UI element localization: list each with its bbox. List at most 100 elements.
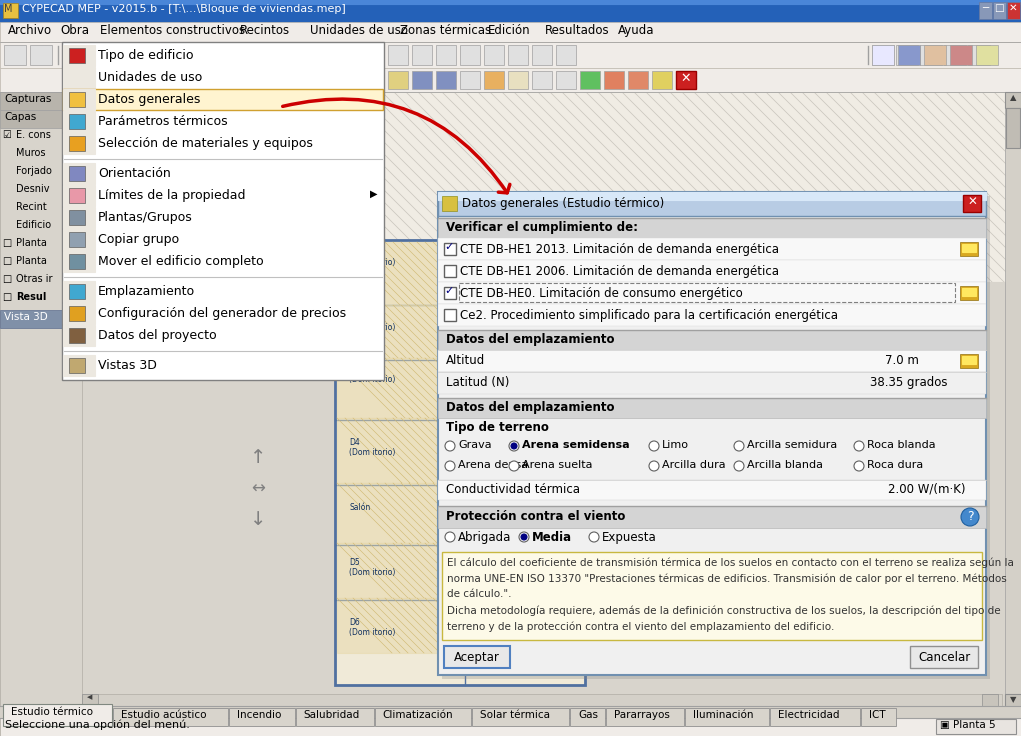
Bar (924, 45, 946, 65)
Text: Orientación: Orientación (98, 167, 171, 180)
Bar (63, 325, 95, 346)
Text: Grava: Grava (458, 440, 492, 450)
Bar (63, 185, 95, 206)
Bar (438, 506, 986, 528)
Circle shape (519, 532, 529, 542)
Bar (69, 328, 85, 343)
Text: Solar térmica: Solar térmica (481, 710, 550, 720)
Bar (861, 708, 895, 726)
Text: Plantas/Grupos: Plantas/Grupos (98, 211, 193, 224)
Bar (982, 694, 998, 706)
Text: Edición: Edición (488, 24, 531, 37)
Text: ICT: ICT (869, 710, 886, 720)
Text: ?: ? (967, 510, 973, 523)
Bar (364, 45, 384, 65)
Text: Muros: Muros (16, 148, 46, 158)
Text: Arcilla dura: Arcilla dura (662, 460, 726, 470)
Text: ↔: ↔ (251, 480, 264, 498)
Text: ✕: ✕ (1009, 3, 1017, 13)
Text: Selección de materiales y equipos: Selección de materiales y equipos (98, 137, 312, 150)
Bar (872, 45, 894, 65)
Bar (82, 282, 1005, 710)
Bar (82, 694, 98, 706)
Text: Expuesta: Expuesta (602, 531, 657, 544)
Text: Roca blanda: Roca blanda (867, 440, 935, 450)
Text: CYPECAD MEP - v2015.b - [T:\...\Bloque de viviendas.mep]: CYPECAD MEP - v2015.b - [T:\...\Bloque d… (22, 4, 346, 14)
Text: ▲: ▲ (1010, 93, 1016, 102)
Text: □: □ (2, 238, 11, 248)
Bar (652, 71, 672, 89)
Bar (4, 45, 26, 65)
Text: Arcilla semidura: Arcilla semidura (747, 440, 837, 450)
Bar (438, 350, 986, 372)
Text: Incendio: Incendio (237, 710, 282, 720)
Bar (444, 265, 456, 277)
Bar (979, 2, 992, 19)
Text: □: □ (2, 274, 11, 284)
Text: Arena densa: Arena densa (458, 460, 528, 470)
Bar (1005, 92, 1021, 710)
Bar (473, 708, 569, 726)
Text: Datos generales: Datos generales (98, 93, 200, 106)
Text: ↑: ↑ (250, 448, 266, 467)
Text: ✕: ✕ (967, 196, 977, 209)
Bar (438, 260, 986, 282)
Bar (69, 306, 85, 321)
Bar (1006, 108, 1020, 148)
Text: Resultados: Resultados (545, 24, 610, 37)
Circle shape (734, 461, 744, 471)
Bar (113, 708, 229, 726)
Bar (532, 71, 552, 89)
Text: Media: Media (532, 531, 572, 544)
Bar (82, 92, 1005, 710)
Text: Límites de la propiedad: Límites de la propiedad (98, 189, 245, 202)
Text: Otras ir: Otras ir (16, 274, 52, 284)
Text: Ce2. Procedimiento simplificado para la certificación energética: Ce2. Procedimiento simplificado para la … (460, 309, 838, 322)
Bar (438, 218, 986, 238)
Text: □: □ (2, 292, 11, 302)
Text: E. cons: E. cons (16, 130, 51, 140)
Text: 38.35 grados: 38.35 grados (870, 376, 947, 389)
Bar (770, 708, 861, 726)
Text: Altitud: Altitud (446, 354, 485, 367)
Text: Estudio térmico: Estudio térmico (11, 707, 93, 717)
Bar (63, 229, 95, 250)
Bar (82, 694, 1002, 706)
Text: D6
(Dom itorio): D6 (Dom itorio) (349, 618, 395, 637)
Bar (438, 372, 986, 394)
Bar (69, 210, 85, 225)
Circle shape (509, 441, 519, 451)
Bar (69, 254, 85, 269)
Text: Arena suelta: Arena suelta (522, 460, 592, 470)
Text: D5
(Dom itorio): D5 (Dom itorio) (349, 558, 395, 578)
Bar (0, 92, 82, 110)
Bar (872, 45, 894, 65)
Text: Aceptar: Aceptar (454, 651, 500, 664)
Circle shape (510, 443, 517, 449)
Bar (570, 708, 604, 726)
Text: Protección contra el viento: Protección contra el viento (446, 510, 626, 523)
Bar (69, 232, 85, 247)
Bar (340, 71, 360, 89)
Text: Desniv: Desniv (16, 184, 49, 194)
Bar (69, 166, 85, 181)
Bar (993, 2, 1006, 19)
Bar (63, 251, 95, 272)
Bar (628, 71, 648, 89)
Bar (0, 110, 82, 128)
Text: Salón: Salón (349, 503, 371, 512)
Text: 7.0 m: 7.0 m (885, 354, 919, 367)
Bar (62, 42, 384, 380)
Text: Zonas térmicas: Zonas térmicas (400, 24, 491, 37)
Bar (898, 45, 920, 65)
Bar (388, 71, 408, 89)
Text: Tipo de terreno: Tipo de terreno (446, 421, 549, 434)
Bar (460, 71, 480, 89)
Bar (337, 305, 465, 358)
Text: Arcilla blanda: Arcilla blanda (747, 460, 823, 470)
Bar (0, 42, 1021, 68)
Bar (412, 45, 432, 65)
Text: Resul: Resul (16, 292, 46, 302)
Text: □: □ (994, 3, 1004, 13)
Text: de cálculo.".: de cálculo.". (447, 589, 512, 599)
